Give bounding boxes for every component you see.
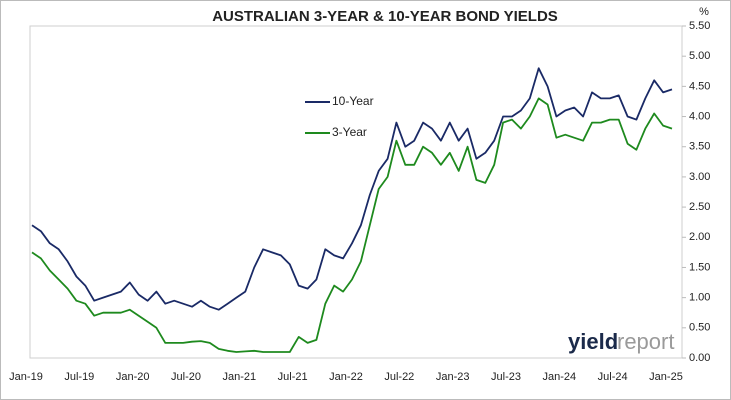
chart-title: AUSTRALIAN 3-YEAR & 10-YEAR BOND YIELDS xyxy=(212,8,558,25)
series-line xyxy=(31,97,673,353)
y-tick-label: 5.00 xyxy=(689,50,710,62)
x-tick-label: Jan-21 xyxy=(223,371,257,383)
x-tick-label: Jul-21 xyxy=(278,371,308,383)
x-tick-label: Jul-19 xyxy=(64,371,94,383)
x-tick-label: Jul-20 xyxy=(171,371,201,383)
watermark: report xyxy=(617,329,674,354)
x-tick-label: Jul-24 xyxy=(598,371,628,383)
y-tick-label: 3.00 xyxy=(689,171,710,183)
y-tick-label: 5.50 xyxy=(689,20,710,32)
y-tick-label: 3.50 xyxy=(689,141,710,153)
watermark: yield xyxy=(568,329,618,354)
x-tick-label: Jul-22 xyxy=(384,371,414,383)
y-tick-label: 4.00 xyxy=(689,110,710,122)
x-tick-label: Jan-19 xyxy=(9,371,43,383)
legend-label: 10-Year xyxy=(332,94,374,108)
y-tick-label: 0.50 xyxy=(689,322,710,334)
y-tick-label: 1.00 xyxy=(689,292,710,304)
y-tick-label: 4.50 xyxy=(689,80,710,92)
legend-label: 3-Year xyxy=(332,125,367,139)
y-tick-label: 0.00 xyxy=(689,352,710,364)
y-tick-label: 2.00 xyxy=(689,231,710,243)
x-tick-label: Jan-23 xyxy=(436,371,470,383)
y-tick-label: 1.50 xyxy=(689,261,710,273)
x-tick-label: Jan-20 xyxy=(116,371,150,383)
x-tick-label: Jan-24 xyxy=(543,371,577,383)
y-unit: % xyxy=(699,6,709,18)
x-tick-label: Jan-25 xyxy=(649,371,683,383)
plot-border xyxy=(29,25,683,359)
x-tick-label: Jul-23 xyxy=(491,371,521,383)
x-tick-label: Jan-22 xyxy=(329,371,363,383)
series-line xyxy=(31,67,673,311)
y-tick-label: 2.50 xyxy=(689,201,710,213)
